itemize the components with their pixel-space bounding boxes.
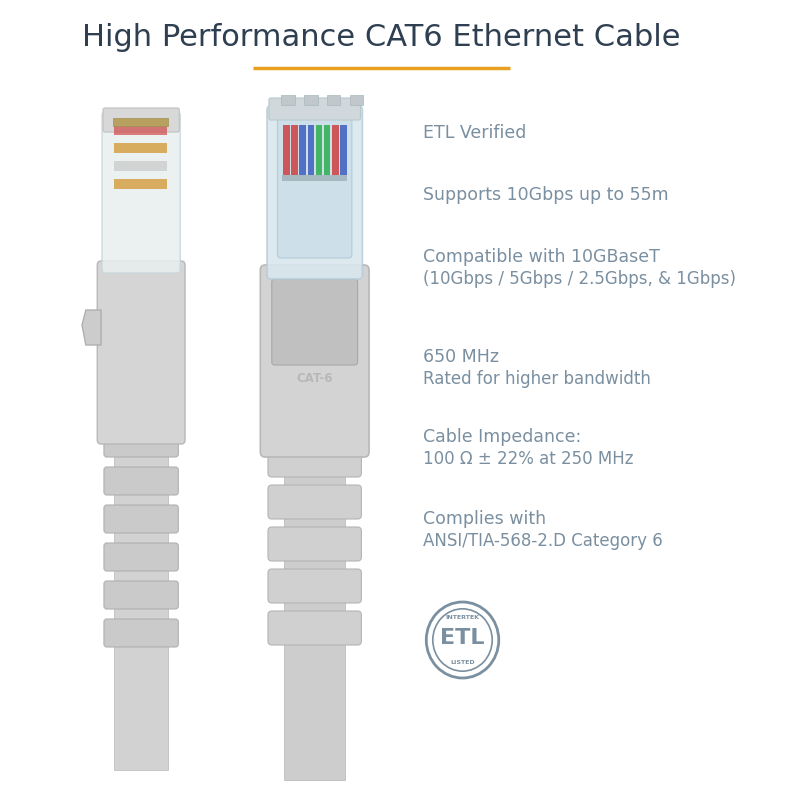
Bar	[114, 430, 168, 770]
Text: 650 MHz: 650 MHz	[423, 348, 499, 366]
Text: Cable Impedance:: Cable Impedance:	[423, 428, 582, 446]
Text: ETL Verified: ETL Verified	[423, 124, 526, 142]
FancyBboxPatch shape	[104, 619, 178, 647]
FancyBboxPatch shape	[104, 505, 178, 533]
Bar	[324, 125, 330, 175]
Text: INTERTEK: INTERTEK	[446, 614, 479, 620]
FancyBboxPatch shape	[98, 261, 185, 444]
FancyBboxPatch shape	[268, 485, 362, 519]
Text: ETL: ETL	[440, 628, 485, 648]
Bar	[350, 95, 363, 105]
FancyBboxPatch shape	[268, 527, 362, 561]
FancyBboxPatch shape	[104, 543, 178, 571]
Text: 100 Ω ± 22% at 250 MHz: 100 Ω ± 22% at 250 MHz	[423, 450, 634, 468]
FancyBboxPatch shape	[102, 112, 180, 273]
Bar	[283, 125, 290, 175]
FancyBboxPatch shape	[278, 117, 352, 258]
Bar	[114, 161, 167, 171]
FancyBboxPatch shape	[104, 581, 178, 609]
Bar	[114, 143, 167, 153]
Text: LISTED: LISTED	[450, 660, 475, 666]
Text: (10Gbps / 5Gbps / 2.5Gbps, & 1Gbps): (10Gbps / 5Gbps / 2.5Gbps, & 1Gbps)	[423, 270, 737, 288]
Bar	[307, 125, 314, 175]
Bar	[291, 125, 298, 175]
FancyBboxPatch shape	[272, 279, 358, 365]
Text: Compatible with 10GBaseT: Compatible with 10GBaseT	[423, 248, 660, 266]
Text: Rated for higher bandwidth: Rated for higher bandwidth	[423, 370, 651, 388]
FancyBboxPatch shape	[103, 108, 179, 132]
Bar	[304, 95, 318, 105]
Polygon shape	[82, 310, 101, 345]
FancyBboxPatch shape	[104, 467, 178, 495]
Bar	[299, 125, 306, 175]
FancyBboxPatch shape	[267, 106, 362, 279]
Bar	[114, 179, 167, 189]
FancyBboxPatch shape	[269, 98, 361, 120]
Bar	[282, 95, 294, 105]
Bar	[340, 125, 346, 175]
Text: ANSI/TIA-568-2.D Category 6: ANSI/TIA-568-2.D Category 6	[423, 532, 663, 550]
FancyBboxPatch shape	[268, 443, 362, 477]
Text: CAT-6: CAT-6	[297, 371, 333, 385]
FancyBboxPatch shape	[268, 611, 362, 645]
Bar	[114, 125, 167, 135]
Bar	[284, 445, 346, 780]
Bar	[113, 118, 168, 126]
Text: High Performance CAT6 Ethernet Cable: High Performance CAT6 Ethernet Cable	[82, 23, 681, 53]
Bar	[327, 95, 341, 105]
Bar	[316, 125, 322, 175]
Bar	[332, 125, 338, 175]
FancyBboxPatch shape	[104, 429, 178, 457]
Text: Supports 10Gbps up to 55m: Supports 10Gbps up to 55m	[423, 186, 669, 204]
FancyBboxPatch shape	[268, 569, 362, 603]
Bar	[282, 175, 347, 181]
Text: Complies with: Complies with	[423, 510, 546, 528]
FancyBboxPatch shape	[260, 265, 369, 457]
